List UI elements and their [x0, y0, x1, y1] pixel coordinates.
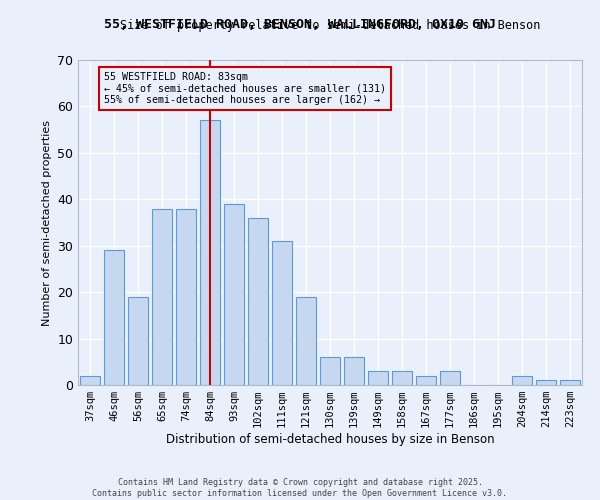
- Bar: [272, 241, 292, 385]
- Text: Contains HM Land Registry data © Crown copyright and database right 2025.
Contai: Contains HM Land Registry data © Crown c…: [92, 478, 508, 498]
- Bar: [80, 376, 100, 385]
- Bar: [536, 380, 556, 385]
- Bar: [512, 376, 532, 385]
- Text: 55, WESTFIELD ROAD, BENSON, WALLINGFORD, OX10 6NJ: 55, WESTFIELD ROAD, BENSON, WALLINGFORD,…: [104, 18, 496, 30]
- Bar: [152, 208, 172, 385]
- Text: 55 WESTFIELD ROAD: 83sqm
← 45% of semi-detached houses are smaller (131)
55% of : 55 WESTFIELD ROAD: 83sqm ← 45% of semi-d…: [104, 72, 386, 105]
- Bar: [296, 297, 316, 385]
- Bar: [224, 204, 244, 385]
- Bar: [344, 357, 364, 385]
- Bar: [320, 357, 340, 385]
- X-axis label: Distribution of semi-detached houses by size in Benson: Distribution of semi-detached houses by …: [166, 433, 494, 446]
- Bar: [248, 218, 268, 385]
- Y-axis label: Number of semi-detached properties: Number of semi-detached properties: [41, 120, 52, 326]
- Bar: [176, 208, 196, 385]
- Bar: [560, 380, 580, 385]
- Bar: [104, 250, 124, 385]
- Title: Size of property relative to semi-detached houses in Benson: Size of property relative to semi-detach…: [120, 20, 540, 32]
- Bar: [440, 371, 460, 385]
- Bar: [128, 297, 148, 385]
- Bar: [392, 371, 412, 385]
- Bar: [416, 376, 436, 385]
- Bar: [200, 120, 220, 385]
- Bar: [368, 371, 388, 385]
